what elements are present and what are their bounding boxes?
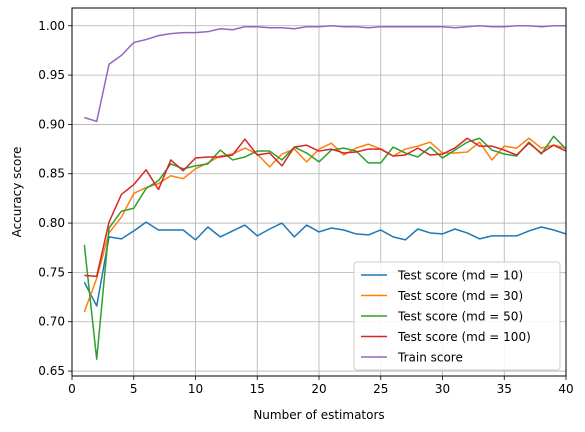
x-tick-label: 10 xyxy=(188,382,203,396)
x-axis-label: Number of estimators xyxy=(253,408,384,422)
y-tick-label: 1.00 xyxy=(38,19,65,33)
y-tick-label: 0.90 xyxy=(38,117,65,131)
axis-ticks: 0 5 10 15 20 25 30 35 40 0.65 0.70 0.75 0.80 0.85 0.90… xyxy=(38,19,573,396)
legend-label: Test score (md = 10) xyxy=(397,269,523,283)
legend-box xyxy=(353,261,561,371)
x-tick-label: 15 xyxy=(250,382,265,396)
x-tick-label: 40 xyxy=(558,382,573,396)
legend-label: Train score xyxy=(397,351,463,365)
series-line-2 xyxy=(83,137,567,313)
x-tick-label: 25 xyxy=(373,382,388,396)
legend-label: Test score (md = 30) xyxy=(397,289,523,303)
series-line-1 xyxy=(83,221,567,307)
series-line-5 xyxy=(84,25,566,123)
y-tick-label: 0.80 xyxy=(38,216,65,230)
x-tick-label: 30 xyxy=(435,382,450,396)
series-layer xyxy=(83,25,567,360)
y-axis-label: Accuracy score xyxy=(10,147,24,238)
y-tick-label: 0.65 xyxy=(38,364,65,378)
x-tick-label: 5 xyxy=(130,382,138,396)
x-tick-label: 35 xyxy=(497,382,512,396)
x-tick-label: 20 xyxy=(311,382,326,396)
y-tick-label: 0.85 xyxy=(38,167,65,181)
y-tick-label: 0.70 xyxy=(38,315,65,329)
legend: Test score (md = 10) Test score (md = 30)… xyxy=(353,261,561,371)
legend-label: Test score (md = 100) xyxy=(397,330,531,344)
series-line-4 xyxy=(84,137,567,278)
series-line-3 xyxy=(83,135,567,360)
x-tick-label: 0 xyxy=(68,382,76,396)
y-tick-label: 0.95 xyxy=(38,68,65,82)
y-tick-label: 0.75 xyxy=(38,265,65,279)
legend-label: Test score (md = 50) xyxy=(397,310,523,324)
